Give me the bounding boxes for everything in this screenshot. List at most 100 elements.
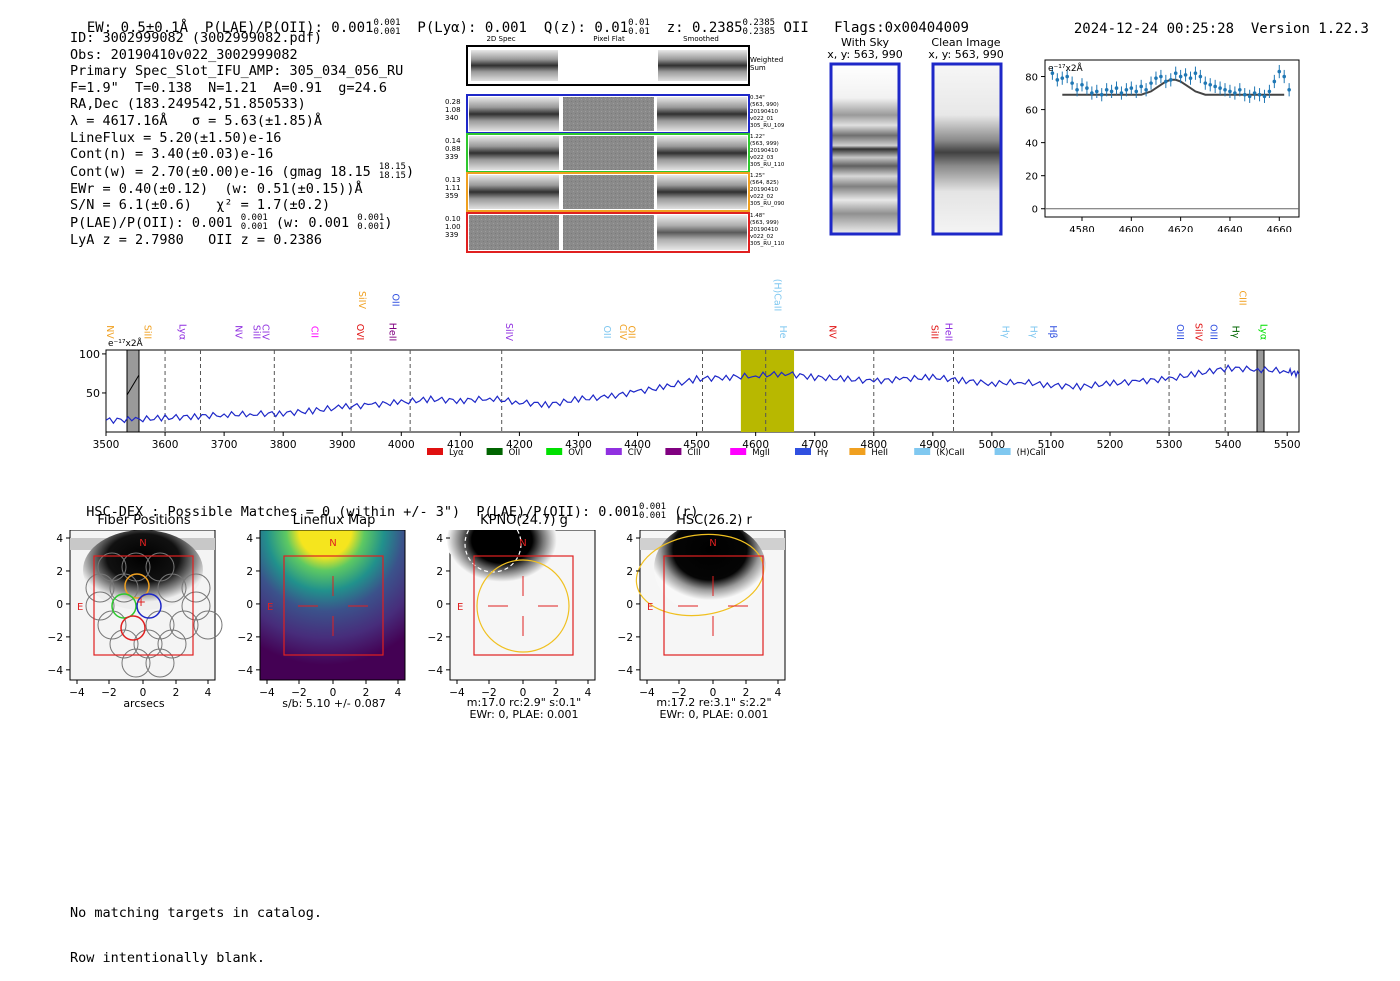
fit-highlight-band [740,350,795,432]
header-plya: P(Lyα): 0.001 [417,20,527,36]
line-label-14: OII [626,325,637,338]
legend-swatch-2 [546,448,563,455]
col-header-2dspec: 2D Spec [486,35,515,43]
weighted-label-2: Sum [750,64,766,72]
zoom-point-30 [1198,74,1203,79]
header-plae: P(LAE)/P(OII): 0.001 [204,20,374,36]
zoom-point-37 [1233,91,1237,95]
spectrum-xtick-label-5: 4000 [388,439,415,451]
zoom-point-26 [1178,74,1183,79]
map1-xticks: −4 −2 0 2 4 [259,680,402,699]
spectrum-xtick-label-19: 5400 [1215,439,1242,451]
row3-right-label: 1.48" (563, 999) 20190410 v022_02 305_RU… [750,213,785,247]
map1-ytick-label-2: 0 [246,599,253,611]
map2-sub1: m:17.0 rc:2.9" s:0.1" [466,696,582,709]
legend-label-5: MgII [752,448,770,458]
map2-xtick-label-1: −2 [481,687,496,699]
legend-label-6: Hγ [817,448,828,458]
header-qz-lo: 0.01 [628,27,650,37]
info-cont-n: Cont(n) = 3.40(±0.03)e-16 [70,146,274,163]
header-line: EW: 0.5±0.1Å P(LAE)/P(OII): 0.001 0.001 0.… [70,3,969,37]
spectrum-xtick-label-2: 3700 [211,439,238,451]
info-cont-w-row: Cont(w) = 2.70(±0.00)e-16 (gmag 18.15 18… [70,162,415,181]
spectrum-xtick-label-9: 4400 [624,439,651,451]
col-header-pixelflat: Pixel Flat [593,35,625,43]
zoom-point-39 [1242,92,1247,97]
map0-xtick-label-1: −2 [101,687,116,699]
header-z-line: OII [783,20,809,36]
map0-xtick-label-2: 0 [140,687,147,699]
line-label-1: SiII [141,325,152,339]
clean-title-block: Clean Image x, y: 563, 990 [920,37,1012,61]
row0-right-label: 0.34" (563, 990) 20190410 v022_01 305_RU… [750,95,785,129]
zoom-point-20 [1149,81,1153,85]
map3-title: HSC(26.2) r [676,513,752,528]
with-sky-title-block: With Sky x, y: 563, 990 [820,37,910,61]
zoom-ytick-label-3: 60 [1025,106,1038,117]
map0-north: N [139,538,146,549]
weighted-label-1: Weighted [750,56,783,64]
info-sn: S/N = 6.1(±0.6) χ² = 1.7(±0.2) [70,197,331,214]
line-label-27: Hγ [1229,326,1240,339]
map0-xtick-label-4: 4 [205,687,212,699]
zoom-point-6 [1080,82,1084,87]
zoom-xticks: 4580 4600 4620 4640 4660 [1069,217,1292,232]
zoom-ylabel: e⁻¹⁷x2Å [1048,62,1084,74]
map1-yticks: 4 2 0 −2 −4 [238,533,260,677]
info-ewr: EWr = 0.40(±0.12) (w: 0.51(±0.15))Å [70,180,363,197]
map3-sub2: EWr: 0, PLAE: 0.001 [659,708,769,721]
legend-swatch-7 [849,448,866,455]
zoom-point-10 [1099,92,1104,97]
header-datetime-block: 2024-12-24 00:25:28 Version 1.22.3 [1057,5,1369,37]
header-z-hi: 0.2385 [742,18,776,28]
line-label-21: Hγ [1027,326,1038,339]
header-qz-hi: 0.01 [628,18,650,28]
zoom-point-13 [1114,86,1119,90]
zoom-point-8 [1090,91,1094,95]
hsc-dex-tail: (r) [666,504,699,520]
spectrum-ytick-label-0: 50 [86,387,100,400]
legend-swatch-4 [665,448,682,455]
info-plae-row: P(LAE)/P(OII): 0.001 0.001 0.001 (w: 0.00… [70,213,414,232]
map3-xtick-label-0: −4 [639,687,655,699]
col-header-smoothed: Smoothed [683,35,719,43]
map2-yticks: 4 2 0 −2 −4 [428,533,450,677]
zoom-point-42 [1257,92,1262,97]
legend-swatch-9 [994,448,1011,455]
info-id: ID: 3002999082 (3002999082.pdf) [70,30,322,46]
map3-ytick-label-0: 4 [626,533,633,545]
map1-ytick-label-0: 4 [246,533,253,545]
map1-xtick-label-3: 2 [363,687,370,699]
zoom-fit-line [1062,78,1285,96]
legend-label-7: HeII [871,448,888,458]
zoom-point-35 [1223,87,1227,92]
hsc-dex-lo: 0.001 [638,511,667,521]
info-obs: Obs: 20190410v022_3002999082 [70,46,298,63]
info-cont-w-end: ) [405,163,415,180]
spectrum-line [105,364,1300,425]
info-lambda: λ = 4617.16Å σ = 5.63(±1.85)Å [70,112,322,129]
map3-xtick-label-2: 0 [710,687,717,699]
header-z: z: 0.2385 [666,20,743,36]
map3-svg: N E 4 2 0 −2 −4 −4 −2 0 2 4 [618,530,786,699]
row3-left-label: 0.10 1.00 339 [445,215,461,239]
zoom-point-14 [1119,91,1124,95]
line-label-13: CIV [617,324,628,340]
line-label-7: SiIV [356,291,367,309]
info-params: F=1.9" T=0.138 N=1.21 A=0.91 g=24.6 [70,79,387,96]
map1-sub1: s/b: 5.10 +/- 0.087 [282,697,386,710]
zoom-xtick-label-0: 4580 [1069,225,1094,232]
spectrum-xtick-label-16: 5100 [1038,439,1065,451]
header-plae-lo: 0.001 [373,27,401,37]
info-plae-end: ) [384,214,393,231]
footer-line-2: Row intentionally blank. [70,950,266,966]
line-label-11: SiIV [503,323,514,341]
map0-xtick-label-3: 2 [173,687,180,699]
map3-xticks: −4 −2 0 2 4 [639,680,782,699]
row1-right-label: 1.22" (563, 999) 20190410 v022_03 305_RU… [750,134,785,168]
row0-left-label: 0.28 1.08 340 [445,98,461,122]
zoom-point-27 [1183,73,1188,77]
info-redshifts: LyA z = 2.7980 OII z = 0.2386 [70,231,322,248]
cutout-row-2 [466,172,750,212]
